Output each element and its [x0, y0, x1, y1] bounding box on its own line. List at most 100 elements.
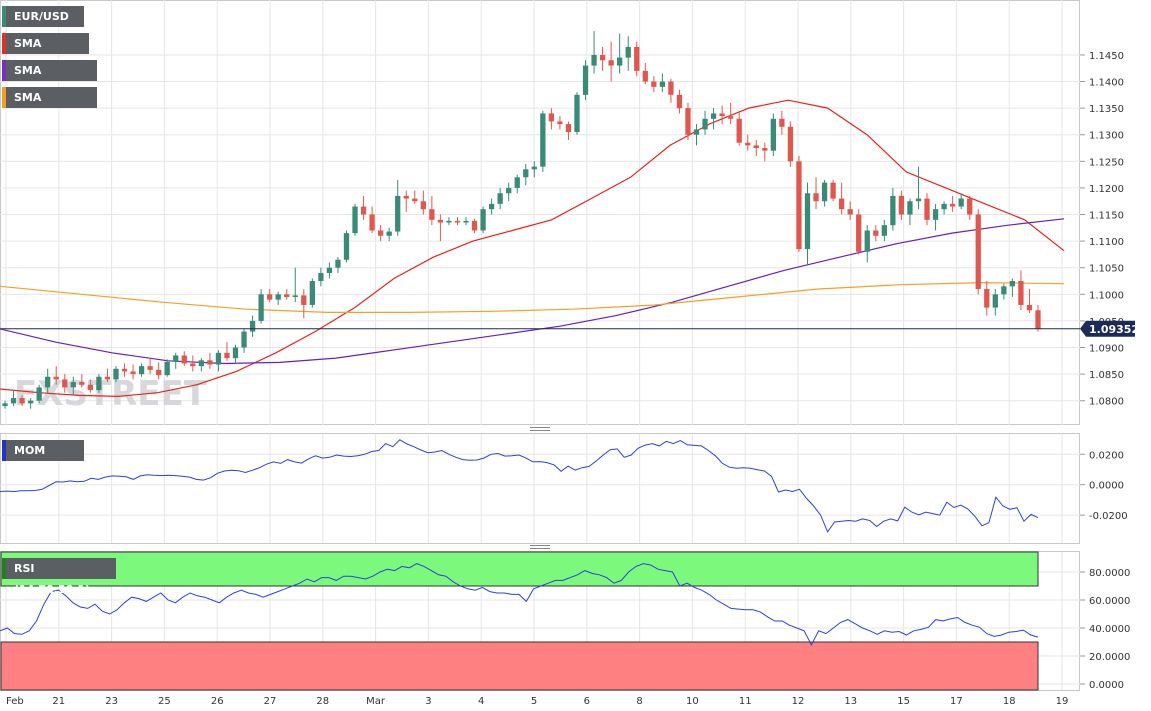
candle	[53, 366, 59, 385]
candle	[864, 225, 870, 263]
candle	[156, 362, 162, 380]
candle	[608, 41, 614, 82]
candle	[360, 195, 367, 220]
candle	[267, 288, 273, 303]
candle	[1035, 304, 1041, 332]
x-tick-label: 23	[105, 696, 118, 707]
watermark-logo: FXSTREET	[14, 374, 208, 414]
candle	[403, 190, 409, 212]
candle	[523, 163, 529, 186]
candle	[821, 179, 828, 207]
candle	[813, 177, 819, 210]
candle	[480, 206, 486, 234]
candle	[377, 225, 384, 242]
candle	[19, 395, 25, 407]
x-tick-label: 6	[584, 696, 590, 707]
rsi-tick-label: 40.0000	[1089, 624, 1130, 635]
candle	[770, 113, 776, 157]
candle	[446, 217, 452, 226]
x-tick-label: 11	[739, 696, 752, 707]
legend-mom[interactable]: MOM (20)	[2, 440, 84, 478]
candle	[634, 41, 640, 77]
price-tick-label: 1.1350	[1089, 104, 1124, 115]
candle	[173, 352, 179, 369]
candle	[96, 374, 102, 393]
x-tick-label: 5	[531, 696, 537, 707]
candle	[369, 206, 375, 234]
momentum-panel	[0, 433, 1080, 544]
candle	[113, 366, 119, 383]
candle	[258, 288, 264, 324]
x-tick-label: 4	[478, 696, 484, 707]
legend-sma20[interactable]: SMA (20,0)	[2, 33, 89, 71]
candle	[779, 110, 785, 135]
x-tick-label: 15	[897, 696, 910, 707]
x-axis-labels: Feb 21 23 25 26 27 28 Mar 3 4 5 6 8 10 11 12 13 15 17 18 19	[6, 696, 1068, 707]
current-price-tag	[1080, 320, 1135, 337]
rsi-tick-label: 80.0000	[1089, 568, 1130, 579]
current-price-value: 1.09352	[1089, 323, 1139, 336]
candle	[326, 262, 333, 279]
price-tick-label: 1.1400	[1089, 78, 1124, 89]
candle	[181, 351, 187, 367]
y-axis-labels: 1.1450 1.1400 1.1350 1.1300 1.1250 1.1200 1.11…	[1080, 51, 1130, 691]
candle	[728, 102, 734, 125]
candle	[856, 209, 862, 255]
candle	[574, 92, 580, 135]
candle	[130, 364, 136, 380]
candle	[890, 187, 896, 231]
price-tick-label: 1.1050	[1089, 264, 1124, 275]
candle	[335, 257, 341, 274]
price-tick-label: 1.1150	[1089, 211, 1124, 222]
momentum-line	[0, 439, 1039, 533]
x-tick-label: 18	[1003, 696, 1016, 707]
candle	[45, 368, 51, 393]
candle	[309, 278, 315, 308]
candle	[710, 108, 717, 130]
candle	[488, 198, 495, 215]
momentum-tick-label: 0.0000	[1089, 481, 1124, 492]
candle	[104, 368, 111, 383]
legend-sma100[interactable]: SMA (100,0)	[2, 60, 97, 98]
candle	[352, 203, 358, 236]
x-tick-label: 26	[211, 696, 224, 707]
candle	[79, 374, 85, 388]
candle	[702, 110, 708, 135]
candle	[27, 398, 34, 409]
candle	[540, 110, 546, 172]
candle	[1026, 288, 1033, 313]
legend-rsi[interactable]: RSI (14,70,30,1)	[2, 558, 116, 596]
candle	[642, 62, 648, 85]
candle	[582, 60, 589, 101]
candle	[463, 217, 469, 226]
candle	[745, 134, 751, 151]
candle	[190, 355, 196, 372]
candle	[429, 195, 435, 226]
candle	[873, 225, 879, 242]
price-tick-label: 1.1450	[1089, 51, 1124, 62]
candle	[249, 315, 256, 337]
candle	[881, 219, 887, 242]
candle	[36, 384, 42, 404]
candle	[454, 217, 461, 226]
price-tick-label: 1.0850	[1089, 370, 1124, 381]
rsi-overbought-zone	[0, 551, 1039, 587]
sma-200-line	[0, 281, 1065, 313]
candle	[62, 374, 68, 393]
panel-splitter-2[interactable]	[530, 545, 550, 549]
price-tick-label: 1.0900	[1089, 344, 1124, 355]
candle	[224, 342, 230, 361]
candle	[87, 379, 94, 393]
candle	[736, 110, 742, 146]
legend-symbol[interactable]: EUR/USD	[2, 6, 84, 27]
candle	[497, 187, 503, 210]
panel-splitter-1[interactable]	[530, 427, 550, 431]
legend-sma200[interactable]: SMA (200,0)	[2, 87, 97, 125]
candle	[10, 390, 17, 407]
sma-20-line	[0, 99, 1065, 398]
rsi-oversold-zone	[0, 641, 1039, 691]
candle	[207, 352, 213, 369]
x-tick-label: 12	[792, 696, 805, 707]
candle	[915, 166, 922, 210]
